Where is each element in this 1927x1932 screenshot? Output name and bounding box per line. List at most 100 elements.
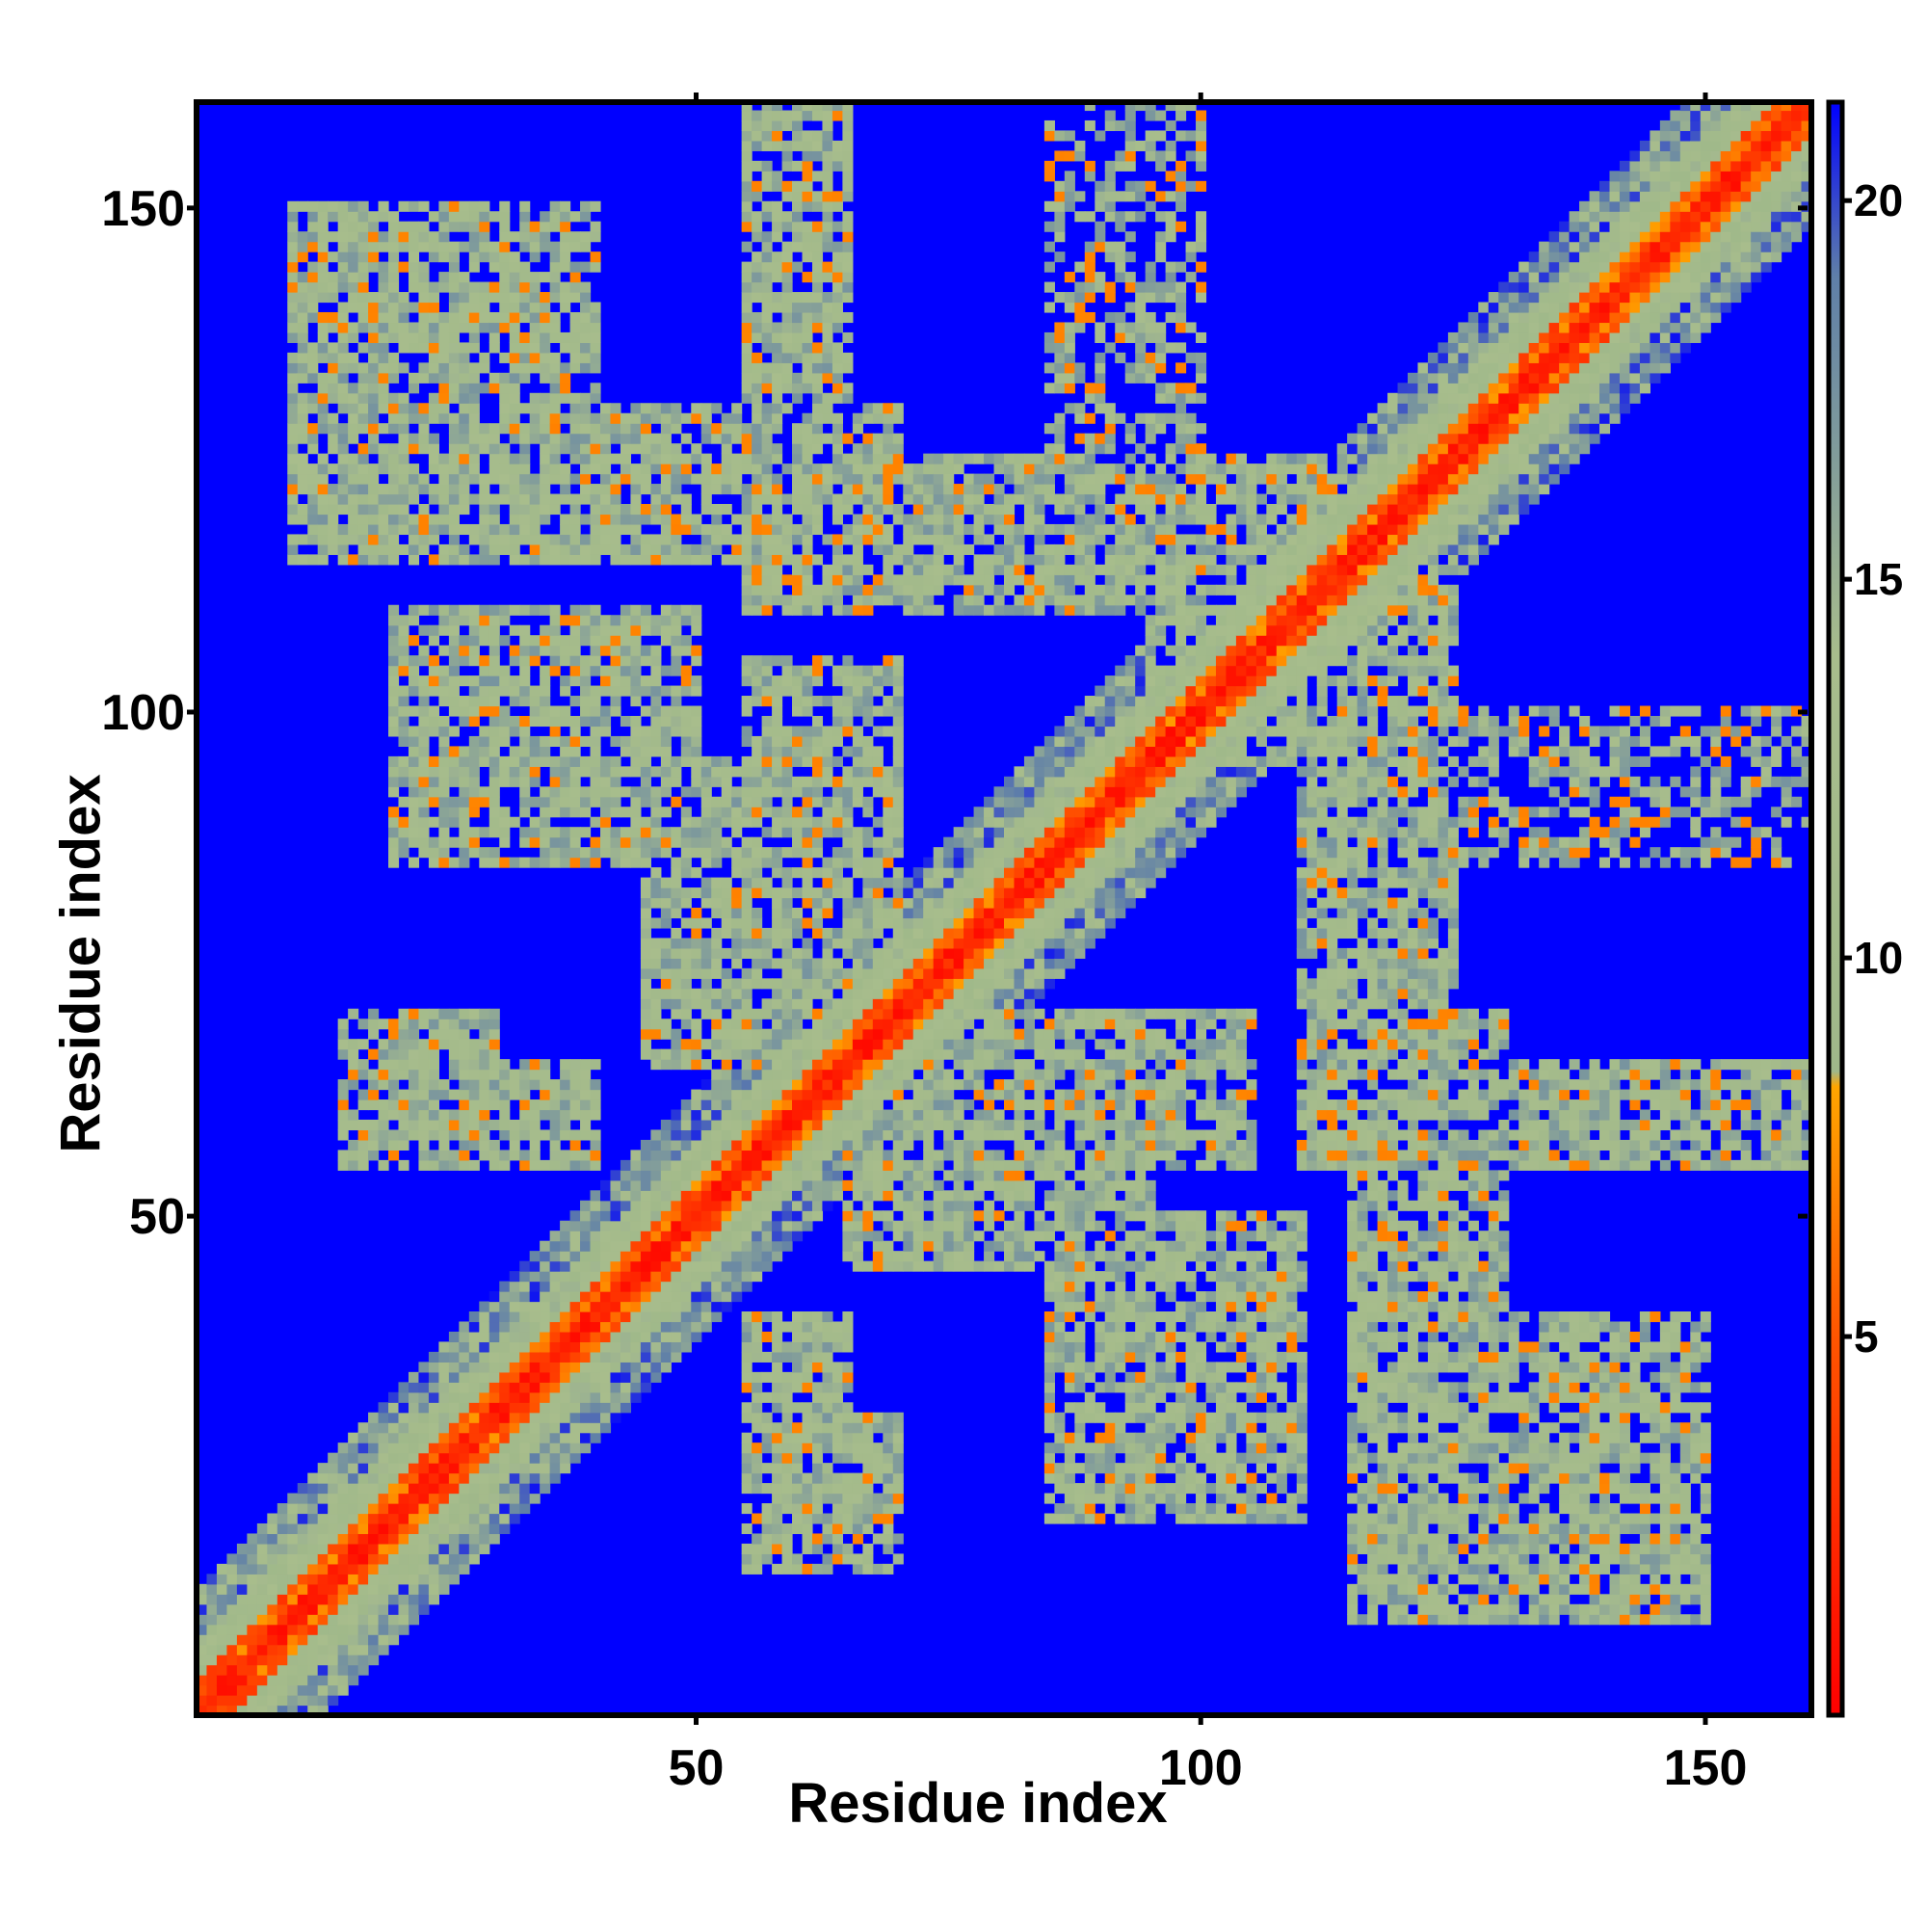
heatmap-cell — [792, 493, 804, 505]
heatmap-cell — [741, 543, 752, 555]
heatmap-cell — [580, 352, 592, 363]
heatmap-cell — [357, 1594, 369, 1605]
heatmap-cell — [479, 433, 490, 444]
heatmap-cell — [398, 735, 409, 747]
heatmap-cell — [418, 514, 430, 525]
heatmap-cell — [772, 1231, 783, 1242]
heatmap-cell — [620, 1351, 632, 1363]
heatmap-cell — [630, 1331, 642, 1343]
heatmap-cell — [459, 655, 470, 667]
heatmap-cell — [752, 938, 763, 949]
heatmap-cell — [802, 796, 813, 807]
heatmap-cell — [569, 1432, 581, 1443]
heatmap-cell — [529, 1422, 541, 1434]
heatmap-cell — [650, 615, 662, 626]
heatmap-cell — [569, 403, 581, 414]
heatmap-cell — [700, 978, 712, 990]
heatmap-cell — [216, 1624, 228, 1635]
heatmap-cell — [499, 1442, 511, 1454]
heatmap-cell — [468, 1503, 480, 1515]
heatmap-cell — [328, 1463, 339, 1474]
heatmap-cell — [650, 1331, 662, 1343]
heatmap-cell — [378, 281, 389, 293]
heatmap-cell — [368, 1493, 380, 1504]
heatmap-cell — [378, 534, 389, 545]
heatmap-cell — [752, 685, 763, 697]
heatmap-cell — [438, 715, 450, 728]
heatmap-cell — [348, 1442, 359, 1454]
heatmap-cell — [590, 463, 601, 475]
heatmap-cell — [337, 383, 349, 394]
heatmap-cell — [792, 180, 804, 192]
heatmap-cell — [811, 675, 824, 687]
heatmap-cell — [488, 635, 500, 647]
heatmap-cell — [711, 1281, 723, 1292]
heatmap-cell — [378, 1614, 389, 1626]
heatmap-cell — [206, 1675, 218, 1686]
heatmap-cell — [671, 554, 682, 566]
heatmap-cell — [529, 523, 541, 536]
heatmap-cell — [398, 1513, 409, 1524]
heatmap-cell — [540, 635, 551, 647]
heatmap-cell — [802, 735, 813, 747]
heatmap-cell — [509, 1311, 520, 1323]
heatmap-cell — [459, 836, 470, 848]
heatmap-cell — [691, 403, 702, 414]
heatmap-cell — [509, 776, 520, 787]
heatmap-cell — [529, 1301, 541, 1312]
heatmap-cell — [287, 292, 299, 304]
heatmap-cell — [650, 1179, 662, 1191]
heatmap-cell — [680, 947, 692, 959]
heatmap-cell — [650, 1251, 662, 1262]
heatmap-cell — [650, 1190, 662, 1202]
heatmap-cell — [792, 726, 804, 737]
heatmap-cell — [398, 1139, 409, 1151]
heatmap-cell — [752, 927, 763, 940]
heatmap-cell — [610, 776, 621, 787]
heatmap-cell — [549, 635, 561, 647]
heatmap-cell — [317, 504, 329, 516]
heatmap-cell — [842, 150, 854, 162]
heatmap-cell — [549, 1382, 561, 1393]
heatmap-cell — [418, 261, 430, 273]
heatmap-cell — [711, 1251, 723, 1262]
heatmap-cell — [418, 1574, 430, 1585]
heatmap-cell — [711, 1008, 723, 1019]
heatmap-cell — [580, 493, 592, 505]
heatmap-cell — [761, 1220, 773, 1231]
heatmap-cell — [448, 705, 460, 717]
heatmap-cell — [691, 604, 702, 616]
heatmap-cell — [691, 1129, 702, 1141]
heatmap-cell — [560, 1150, 571, 1161]
heatmap-cell — [731, 917, 743, 929]
heatmap-cell — [862, 1099, 874, 1111]
heatmap-cell — [802, 171, 813, 182]
heatmap-cell — [529, 746, 541, 757]
heatmap-cell — [600, 412, 612, 424]
heatmap-cell — [337, 272, 349, 283]
heatmap-cell — [680, 1179, 692, 1191]
heatmap-cell — [671, 604, 682, 616]
heatmap-cell — [438, 615, 450, 626]
heatmap-cell — [256, 1522, 268, 1535]
heatmap-cell — [560, 1341, 571, 1353]
heatmap-cell — [842, 352, 854, 363]
heatmap-cell — [337, 1442, 349, 1454]
heatmap-cell — [691, 988, 702, 999]
heatmap-cell — [802, 110, 813, 121]
heatmap-cell — [590, 847, 601, 859]
heatmap-cell — [610, 1402, 621, 1414]
heatmap-cell — [569, 1412, 581, 1423]
heatmap-cell — [348, 473, 359, 485]
heatmap-cell — [862, 705, 874, 717]
heatmap-cell — [307, 423, 319, 435]
heatmap-cell — [590, 1251, 601, 1262]
heatmap-cell — [479, 1079, 490, 1091]
heatmap-cell — [540, 1432, 551, 1443]
heatmap-cell — [529, 392, 541, 404]
heatmap-cell — [569, 342, 581, 354]
heatmap-cell — [711, 927, 723, 940]
heatmap-cell — [529, 1362, 541, 1373]
heatmap-cell — [540, 847, 551, 859]
heatmap-cell — [418, 1099, 430, 1111]
